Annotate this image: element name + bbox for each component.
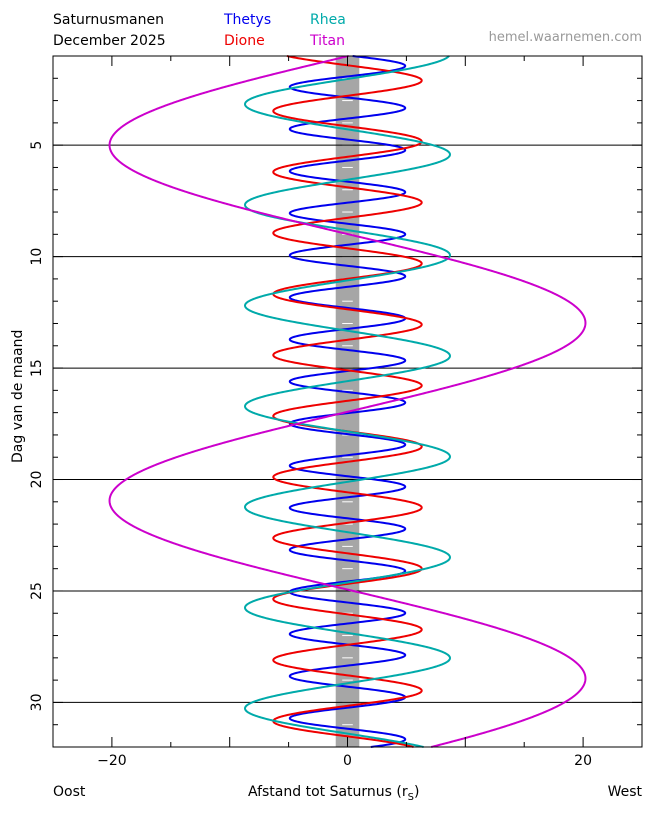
- series-titan: [108, 55, 587, 748]
- x-axis-label-text: Afstand tot Saturnus (r: [248, 784, 408, 800]
- y-axis-label: Dag van de maand: [10, 329, 26, 463]
- x-axis-label-end: ): [413, 784, 420, 800]
- series-rhea: [244, 55, 451, 748]
- x-axis-label-sub: S: [407, 791, 414, 803]
- y-tick-label-25: 25: [29, 582, 45, 600]
- legend-rhea: Rhea: [310, 12, 346, 28]
- legend-titan: Titan: [310, 33, 345, 49]
- y-tick-label-20: 20: [29, 471, 45, 489]
- legend-dione: Dione: [224, 33, 265, 49]
- x-tick-label-2: 20: [574, 753, 592, 769]
- series-thetys: [288, 55, 407, 748]
- legend-thetys: Thetys: [224, 12, 272, 28]
- y-tick-label-10: 10: [29, 248, 45, 266]
- chart-title: Saturnusmanen: [53, 12, 164, 28]
- chart-date: December 2025: [53, 33, 166, 49]
- x-tick-label-0: −20: [97, 753, 127, 769]
- y-tick-label-5: 5: [29, 141, 45, 150]
- footer-west: West: [607, 784, 642, 800]
- site-credit: hemel.waarnemen.com: [488, 30, 642, 45]
- x-axis-label: Afstand tot Saturnus (rS): [248, 784, 419, 803]
- y-tick-label-15: 15: [29, 359, 45, 377]
- footer-east: Oost: [53, 784, 86, 800]
- y-tick-label-30: 30: [29, 694, 45, 712]
- series-dione: [272, 55, 423, 748]
- x-tick-label-1: 0: [343, 753, 352, 769]
